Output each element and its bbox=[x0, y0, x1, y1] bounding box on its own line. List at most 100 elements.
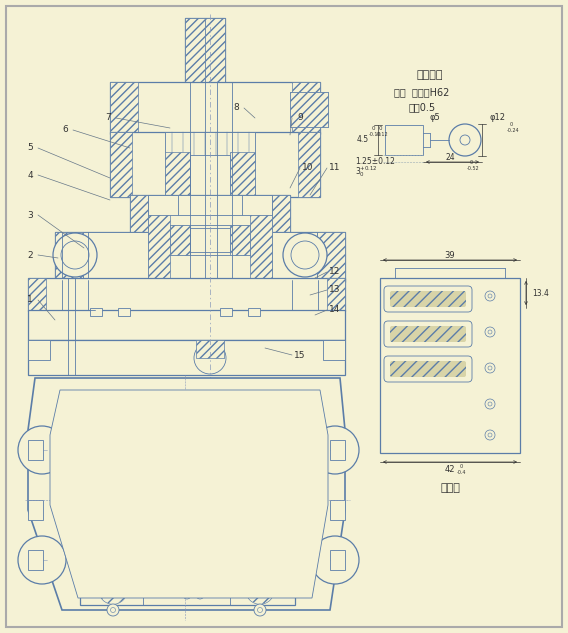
Bar bbox=[80, 395, 295, 605]
Bar bbox=[196, 340, 224, 358]
Circle shape bbox=[485, 291, 495, 301]
Circle shape bbox=[105, 455, 121, 471]
Bar bbox=[330, 500, 345, 520]
Circle shape bbox=[183, 571, 191, 579]
FancyBboxPatch shape bbox=[152, 461, 186, 479]
Circle shape bbox=[206, 466, 214, 474]
Circle shape bbox=[105, 565, 121, 581]
Text: 0: 0 bbox=[470, 160, 473, 165]
Bar bbox=[250, 215, 272, 282]
Circle shape bbox=[246, 576, 274, 604]
Text: 料厚0.5: 料厚0.5 bbox=[408, 102, 436, 112]
Text: 1.25±0.12: 1.25±0.12 bbox=[355, 158, 395, 166]
Circle shape bbox=[460, 135, 470, 145]
Bar bbox=[28, 440, 43, 460]
Circle shape bbox=[193, 489, 201, 497]
Circle shape bbox=[257, 412, 263, 418]
Circle shape bbox=[106, 568, 120, 582]
Circle shape bbox=[246, 401, 274, 429]
Circle shape bbox=[488, 402, 492, 406]
Circle shape bbox=[110, 457, 116, 463]
FancyBboxPatch shape bbox=[152, 484, 186, 501]
Circle shape bbox=[246, 541, 274, 569]
Circle shape bbox=[107, 604, 119, 616]
Circle shape bbox=[193, 466, 201, 474]
Text: 13: 13 bbox=[329, 285, 341, 294]
Bar bbox=[110, 132, 320, 197]
Bar bbox=[148, 215, 170, 282]
Bar bbox=[28, 340, 345, 375]
Circle shape bbox=[311, 426, 359, 474]
Circle shape bbox=[253, 453, 267, 467]
Bar bbox=[190, 228, 230, 252]
Bar bbox=[178, 175, 242, 197]
Text: 8: 8 bbox=[233, 104, 239, 113]
Bar bbox=[323, 340, 345, 360]
Circle shape bbox=[485, 363, 495, 373]
Circle shape bbox=[246, 541, 274, 569]
Circle shape bbox=[246, 431, 274, 459]
Bar bbox=[28, 278, 345, 311]
Text: 10: 10 bbox=[302, 163, 314, 173]
Bar bbox=[290, 92, 328, 127]
Circle shape bbox=[18, 536, 66, 584]
Circle shape bbox=[106, 453, 120, 467]
Bar bbox=[330, 440, 345, 460]
Bar bbox=[230, 152, 255, 197]
Bar bbox=[170, 225, 190, 255]
Bar bbox=[248, 308, 260, 316]
Circle shape bbox=[99, 401, 127, 429]
Bar bbox=[220, 308, 232, 316]
Circle shape bbox=[246, 576, 274, 604]
Polygon shape bbox=[50, 390, 328, 598]
Circle shape bbox=[196, 591, 204, 599]
Circle shape bbox=[111, 608, 115, 613]
Text: 42: 42 bbox=[445, 465, 455, 475]
Circle shape bbox=[485, 327, 495, 337]
Bar bbox=[190, 155, 230, 197]
FancyBboxPatch shape bbox=[390, 326, 466, 342]
Circle shape bbox=[253, 583, 267, 597]
Circle shape bbox=[488, 330, 492, 334]
Circle shape bbox=[291, 241, 319, 269]
Circle shape bbox=[183, 591, 191, 599]
Text: -0.10: -0.10 bbox=[369, 132, 382, 137]
Circle shape bbox=[488, 433, 492, 437]
Bar bbox=[130, 195, 148, 233]
Circle shape bbox=[18, 426, 66, 474]
Circle shape bbox=[257, 587, 263, 593]
Text: 6: 6 bbox=[62, 125, 68, 134]
Polygon shape bbox=[28, 378, 345, 610]
FancyBboxPatch shape bbox=[384, 356, 472, 382]
Text: 1: 1 bbox=[27, 296, 33, 304]
Bar bbox=[90, 308, 102, 316]
Circle shape bbox=[106, 583, 120, 597]
Text: 5: 5 bbox=[27, 144, 33, 153]
Text: 12: 12 bbox=[329, 268, 341, 277]
Bar bbox=[83, 232, 317, 282]
Text: φ5: φ5 bbox=[430, 113, 441, 123]
Circle shape bbox=[53, 233, 97, 277]
FancyBboxPatch shape bbox=[152, 537, 188, 557]
Circle shape bbox=[99, 541, 127, 569]
Bar bbox=[28, 340, 50, 360]
Text: 15: 15 bbox=[294, 351, 306, 360]
Bar bbox=[205, 18, 225, 82]
Circle shape bbox=[61, 241, 89, 269]
Circle shape bbox=[311, 536, 359, 584]
Bar bbox=[110, 82, 138, 134]
Text: -0.12: -0.12 bbox=[376, 132, 389, 137]
FancyBboxPatch shape bbox=[157, 422, 193, 442]
Bar bbox=[28, 500, 43, 520]
Circle shape bbox=[99, 541, 127, 569]
Circle shape bbox=[196, 571, 204, 579]
Bar bbox=[165, 152, 190, 197]
Bar bbox=[178, 195, 242, 233]
Text: $3^{+0.12}_{0}$: $3^{+0.12}_{0}$ bbox=[355, 165, 378, 179]
Bar bbox=[292, 82, 320, 134]
Bar bbox=[148, 195, 272, 233]
Circle shape bbox=[283, 233, 327, 277]
Bar bbox=[327, 278, 345, 311]
Bar bbox=[317, 232, 345, 282]
Text: 0: 0 bbox=[460, 465, 463, 470]
